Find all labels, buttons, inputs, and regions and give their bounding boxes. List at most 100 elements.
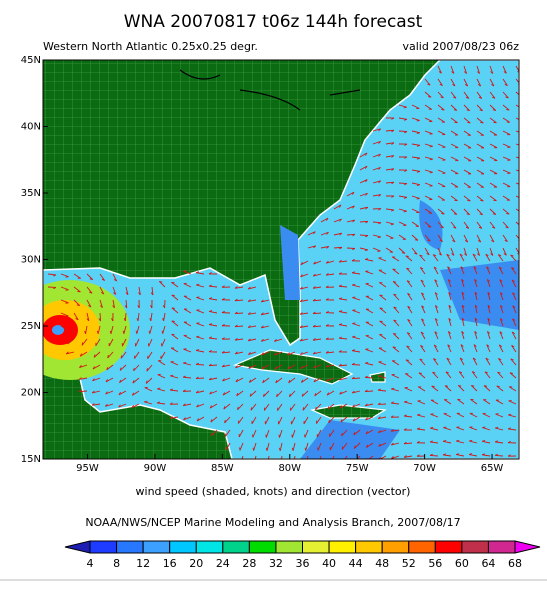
wind-vector-head (352, 297, 355, 298)
wind-vector-head (406, 360, 409, 361)
wind-vector-head (480, 200, 483, 201)
wind-vector (125, 313, 126, 321)
colorbar-label: 8 (113, 557, 120, 570)
wind-vector-head (318, 461, 319, 464)
colorbar-label: 20 (189, 557, 203, 570)
wind-vector-head (393, 347, 396, 348)
wind-vector-head (404, 211, 407, 212)
wind-vector-head (419, 373, 422, 374)
wind-vector-head (482, 427, 485, 428)
colorbar-label: 52 (402, 557, 416, 570)
subtitle-right: valid 2007/08/23 06z (402, 40, 519, 53)
colorbar-label: 56 (428, 557, 442, 570)
colorbar-box (196, 541, 223, 553)
map (10, 60, 524, 464)
wind-vector-head (253, 448, 254, 451)
wind-vector-head (521, 159, 524, 160)
lat-tick-label: 20N (21, 388, 41, 399)
colorbar-box (276, 541, 303, 553)
colorbar-label: 32 (269, 557, 283, 570)
wind-vector-head (279, 435, 280, 438)
wind-vector-head (430, 146, 433, 147)
wind-vector (360, 235, 368, 236)
colorbar-label: 28 (242, 557, 256, 570)
wind-vector-head (352, 323, 355, 324)
lon-tick-label: 95W (76, 463, 99, 474)
lat-tick-label: 25N (21, 321, 41, 332)
wind-vector-head (305, 461, 306, 464)
wind-vector (399, 183, 407, 184)
wind-vector-head (196, 336, 199, 337)
colorbar-box (303, 541, 330, 553)
lon-tick-label: 80W (278, 463, 301, 474)
wind-vector-head (404, 107, 407, 108)
colorbar-label: 4 (87, 557, 94, 570)
wind-vector-head (467, 122, 470, 123)
title: WNA 20070817 t06z 144h forecast (124, 12, 423, 32)
colorbar-label: 12 (136, 557, 150, 570)
wind-vector-head (144, 401, 147, 402)
wind-vector-head (251, 407, 252, 410)
wind-vector-head (147, 368, 148, 371)
wind-vector-head (162, 331, 163, 334)
lat-tick-label: 35N (21, 188, 41, 199)
lon-tick-label: 65W (481, 463, 504, 474)
colorbar-box (409, 541, 436, 553)
colorbar-box (329, 541, 356, 553)
wind-vector-head (305, 448, 306, 451)
wind-vector-head (428, 97, 431, 98)
colorbar-box (488, 541, 515, 553)
wind-vector-head (172, 308, 175, 309)
wind-vector-head (506, 110, 509, 111)
colorbar-box (462, 541, 489, 553)
lon-tick-label: 70W (413, 463, 436, 474)
wind-vector-head (172, 321, 175, 322)
colorbar-box (223, 541, 250, 553)
wind-vector-head (196, 297, 199, 298)
wind-vector-head (443, 427, 446, 428)
wind-vector-head (365, 271, 368, 272)
lon-tick-label: 75W (346, 463, 369, 474)
colorbar-label: 48 (375, 557, 389, 570)
wind-vector-head (267, 461, 268, 464)
colorbar-box (356, 541, 383, 553)
wind-vector-head (480, 122, 483, 123)
lat-tick-label: 40N (21, 122, 41, 133)
wind-vector-head (430, 172, 433, 173)
colorbar-arrow (65, 541, 90, 553)
colorbar-label: 64 (481, 557, 495, 570)
wind-vector (399, 131, 407, 132)
wind-vector-head (136, 331, 137, 334)
wind-vector-head (441, 109, 444, 110)
colorbar-box (435, 541, 462, 553)
credit: NOAA/NWS/NCEP Marine Modeling and Analys… (85, 516, 460, 529)
colorbar-label: 40 (322, 557, 336, 570)
wind-vector-head (441, 213, 444, 214)
wind-vector-head (240, 461, 241, 464)
colorbar-label: 16 (163, 557, 177, 570)
subtitle-left: Western North Atlantic 0.25x0.25 degr. (43, 40, 258, 53)
wind-vector-head (521, 172, 524, 173)
lat-tick-label: 45N (21, 55, 41, 66)
colorbar-box (249, 541, 276, 553)
colorbar-box (90, 541, 117, 553)
colorbar-box (143, 541, 170, 553)
caption: wind speed (shaded, knots) and direction… (136, 485, 411, 498)
wind-vector (347, 248, 355, 249)
wind-vector-head (428, 227, 431, 228)
wind-vector-head (497, 386, 500, 387)
wind-vector-head (380, 308, 383, 309)
lon-tick-label: 90W (144, 463, 167, 474)
wind-vector (495, 455, 503, 456)
wind-vector-head (417, 120, 420, 121)
lat-tick-label: 30N (21, 255, 41, 266)
wind-vector-head (510, 373, 513, 374)
lat-tick-label: 15N (21, 454, 41, 465)
lon-tick-label: 85W (211, 463, 234, 474)
wind-vector-head (521, 146, 524, 147)
colorbar-label: 36 (296, 557, 310, 570)
colorbar-label: 68 (508, 557, 522, 570)
wind-vector-head (149, 331, 150, 334)
